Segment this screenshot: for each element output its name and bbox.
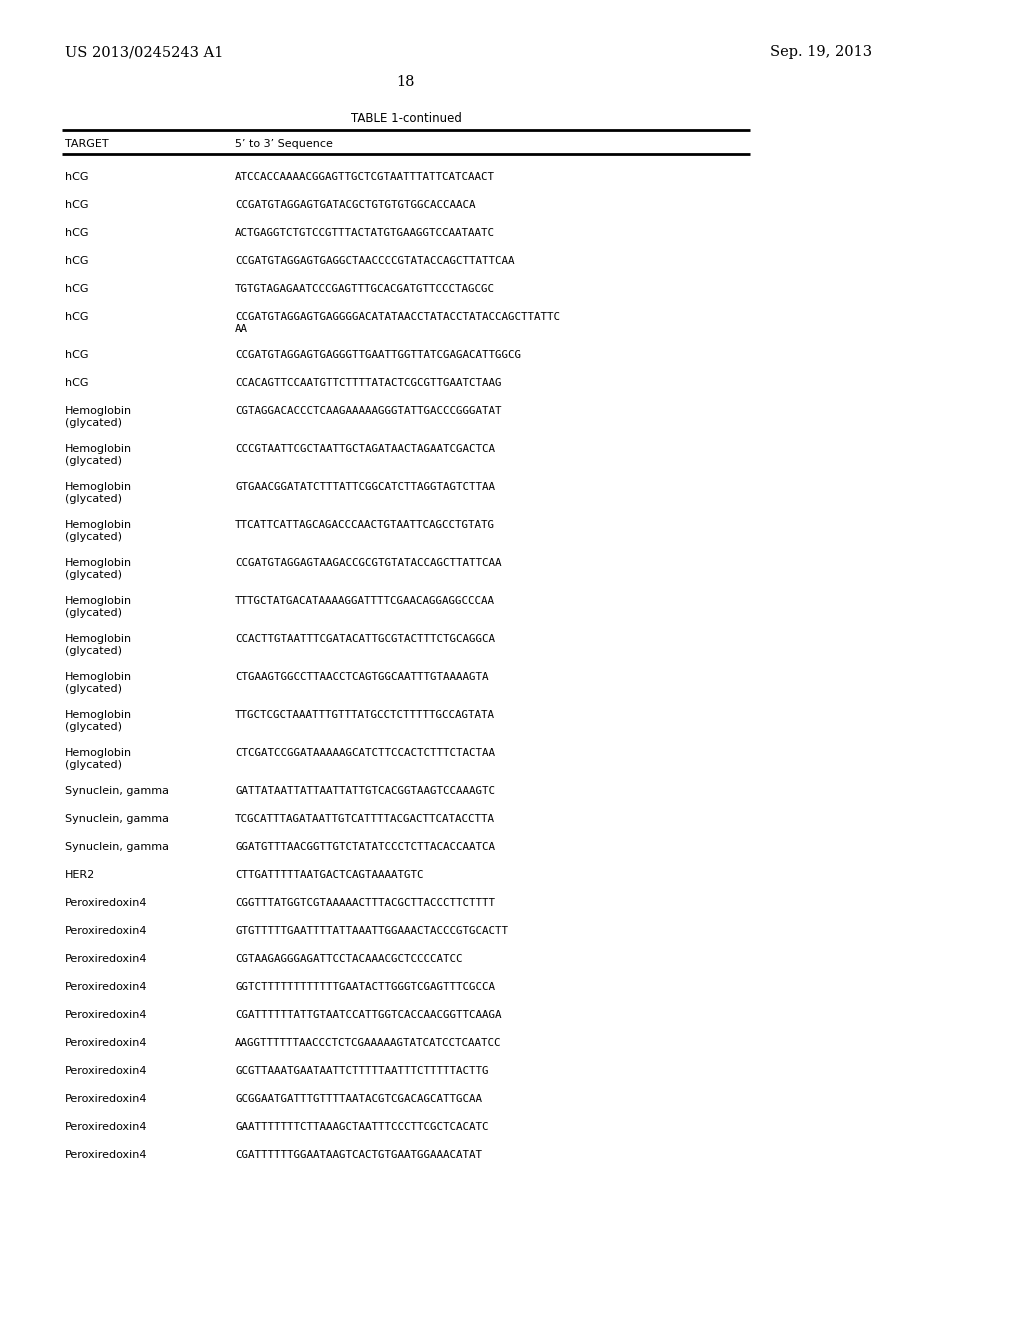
Text: TABLE 1-continued: TABLE 1-continued [350, 111, 462, 124]
Text: GTGTTTTTGAATTTTATTAAATTGGAAACTACCCGTGCACTT: GTGTTTTTGAATTTTATTAAATTGGAAACTACCCGTGCAC… [234, 927, 508, 936]
Text: Hemoglobin: Hemoglobin [65, 634, 132, 644]
Text: (glycated): (glycated) [65, 684, 122, 694]
Text: Synuclein, gamma: Synuclein, gamma [65, 842, 169, 851]
Text: CGATTTTTTGGAATAAGTCACTGTGAATGGAAACATAT: CGATTTTTTGGAATAAGTCACTGTGAATGGAAACATAT [234, 1150, 482, 1160]
Text: (glycated): (glycated) [65, 455, 122, 466]
Text: Hemoglobin: Hemoglobin [65, 482, 132, 492]
Text: CTTGATTTTTAATGACTCAGTAAAATGTC: CTTGATTTTTAATGACTCAGTAAAATGTC [234, 870, 424, 880]
Text: CCGATGTAGGAGTGATACGCTGTGTGTGGCACCAACA: CCGATGTAGGAGTGATACGCTGTGTGTGGCACCAACA [234, 201, 475, 210]
Text: (glycated): (glycated) [65, 645, 122, 656]
Text: AA: AA [234, 323, 248, 334]
Text: Hemoglobin: Hemoglobin [65, 407, 132, 416]
Text: HER2: HER2 [65, 870, 95, 880]
Text: CGTAAGAGGGAGATTCCTACAAACGCTCCCCATCC: CGTAAGAGGGAGATTCCTACAAACGCTCCCCATCC [234, 954, 463, 964]
Text: GGTCTTTTTTTTTTTTGAATACTTGGGTCGAGTTTCGCCA: GGTCTTTTTTTTTTTTGAATACTTGGGTCGAGTTTCGCCA [234, 982, 495, 993]
Text: GAATTTTTTTCTTAAAGCTAATTTCCCTTCGCTCACATC: GAATTTTTTTCTTAAAGCTAATTTCCCTTCGCTCACATC [234, 1122, 488, 1133]
Text: Peroxiredoxin4: Peroxiredoxin4 [65, 1038, 147, 1048]
Text: Peroxiredoxin4: Peroxiredoxin4 [65, 982, 147, 993]
Text: TTCATTCATTAGCAGACCCAACTGTAATTCAGCCTGTATG: TTCATTCATTAGCAGACCCAACTGTAATTCAGCCTGTATG [234, 520, 495, 531]
Text: GATTATAATTATTAATTATTGTCACGGTAAGTCCAAAGTC: GATTATAATTATTAATTATTGTCACGGTAAGTCCAAAGTC [234, 785, 495, 796]
Text: Peroxiredoxin4: Peroxiredoxin4 [65, 1122, 147, 1133]
Text: hCG: hCG [65, 201, 88, 210]
Text: Peroxiredoxin4: Peroxiredoxin4 [65, 1067, 147, 1076]
Text: GGATGTTTAACGGTTGTCTATATCCCTCTTACACCAATCA: GGATGTTTAACGGTTGTCTATATCCCTCTTACACCAATCA [234, 842, 495, 851]
Text: ATCCACCAAAACGGAGTTGCTCGTAATTTATTCATCAACT: ATCCACCAAAACGGAGTTGCTCGTAATTTATTCATCAACT [234, 172, 495, 182]
Text: US 2013/0245243 A1: US 2013/0245243 A1 [65, 45, 223, 59]
Text: (glycated): (glycated) [65, 570, 122, 579]
Text: CGGTTTATGGTCGTAAAAACTTTACGCTTACCCTTCTTTT: CGGTTTATGGTCGTAAAAACTTTACGCTTACCCTTCTTTT [234, 898, 495, 908]
Text: TGTGTAGAGAATCCCGAGTTTGCACGATGTTCCCTAGCGC: TGTGTAGAGAATCCCGAGTTTGCACGATGTTCCCTAGCGC [234, 284, 495, 294]
Text: GCGTTAAATGAATAATTCTTTTTAATTTCTTTTTACTTG: GCGTTAAATGAATAATTCTTTTTAATTTCTTTTTACTTG [234, 1067, 488, 1076]
Text: CCCGTAATTCGCTAATTGCTAGATAACTAGAATCGACTCA: CCCGTAATTCGCTAATTGCTAGATAACTAGAATCGACTCA [234, 444, 495, 454]
Text: (glycated): (glycated) [65, 532, 122, 543]
Text: Peroxiredoxin4: Peroxiredoxin4 [65, 898, 147, 908]
Text: GCGGAATGATTTGTTTTAATACGTCGACAGCATTGCAA: GCGGAATGATTTGTTTTAATACGTCGACAGCATTGCAA [234, 1094, 482, 1104]
Text: Peroxiredoxin4: Peroxiredoxin4 [65, 954, 147, 964]
Text: hCG: hCG [65, 228, 88, 238]
Text: Peroxiredoxin4: Peroxiredoxin4 [65, 927, 147, 936]
Text: CGTAGGACACCCTCAAGAAAAAGGGTATTGACCCGGGATAT: CGTAGGACACCCTCAAGAAAAAGGGTATTGACCCGGGATA… [234, 407, 502, 416]
Text: Hemoglobin: Hemoglobin [65, 672, 132, 682]
Text: (glycated): (glycated) [65, 760, 122, 770]
Text: Hemoglobin: Hemoglobin [65, 748, 132, 758]
Text: Hemoglobin: Hemoglobin [65, 558, 132, 568]
Text: CCGATGTAGGAGTGAGGGTTGAATTGGTTATCGAGACATTGGCG: CCGATGTAGGAGTGAGGGTTGAATTGGTTATCGAGACATT… [234, 350, 521, 360]
Text: hCG: hCG [65, 256, 88, 267]
Text: TARGET: TARGET [65, 139, 109, 149]
Text: (glycated): (glycated) [65, 722, 122, 733]
Text: CCGATGTAGGAGTGAGGGGACATATAACCTATACCTATACCAGCTTATTC: CCGATGTAGGAGTGAGGGGACATATAACCTATACCTATAC… [234, 312, 560, 322]
Text: Synuclein, gamma: Synuclein, gamma [65, 814, 169, 824]
Text: GTGAACGGATATCTTTATTCGGCATCTTAGGTAGTCTTAA: GTGAACGGATATCTTTATTCGGCATCTTAGGTAGTCTTAA [234, 482, 495, 492]
Text: TCGCATTTAGATAATTGTCATTTTACGACTTCATACCTTA: TCGCATTTAGATAATTGTCATTTTACGACTTCATACCTTA [234, 814, 495, 824]
Text: TTGCTCGCTAAATTTGTTTATGCCTCTTTTTGCCAGTATA: TTGCTCGCTAAATTTGTTTATGCCTCTTTTTGCCAGTATA [234, 710, 495, 719]
Text: Peroxiredoxin4: Peroxiredoxin4 [65, 1010, 147, 1020]
Text: Hemoglobin: Hemoglobin [65, 710, 132, 719]
Text: CCACAGTTCCAATGTTCTTTTATACTCGCGTTGAATCTAAG: CCACAGTTCCAATGTTCTTTTATACTCGCGTTGAATCTAA… [234, 378, 502, 388]
Text: hCG: hCG [65, 312, 88, 322]
Text: CTCGATCCGGATAAAAAGCATCTTCCACTCTTTCTACTAA: CTCGATCCGGATAAAAAGCATCTTCCACTCTTTCTACTAA [234, 748, 495, 758]
Text: Sep. 19, 2013: Sep. 19, 2013 [770, 45, 872, 59]
Text: (glycated): (glycated) [65, 418, 122, 428]
Text: Synuclein, gamma: Synuclein, gamma [65, 785, 169, 796]
Text: Hemoglobin: Hemoglobin [65, 520, 132, 531]
Text: hCG: hCG [65, 284, 88, 294]
Text: hCG: hCG [65, 378, 88, 388]
Text: Peroxiredoxin4: Peroxiredoxin4 [65, 1150, 147, 1160]
Text: CCGATGTAGGAGTAAGACCGCGTGTATACCAGCTTATTCAA: CCGATGTAGGAGTAAGACCGCGTGTATACCAGCTTATTCA… [234, 558, 502, 568]
Text: ACTGAGGTCTGTCCGTTTACTATGTGAAGGTCCAATAATC: ACTGAGGTCTGTCCGTTTACTATGTGAAGGTCCAATAATC [234, 228, 495, 238]
Text: Peroxiredoxin4: Peroxiredoxin4 [65, 1094, 147, 1104]
Text: (glycated): (glycated) [65, 494, 122, 504]
Text: 18: 18 [396, 75, 416, 88]
Text: hCG: hCG [65, 350, 88, 360]
Text: AAGGTTTTTTAACCCTCTCGAAAAAGTATCATCCTCAATCC: AAGGTTTTTTAACCCTCTCGAAAAAGTATCATCCTCAATC… [234, 1038, 502, 1048]
Text: Hemoglobin: Hemoglobin [65, 597, 132, 606]
Text: 5’ to 3’ Sequence: 5’ to 3’ Sequence [234, 139, 333, 149]
Text: TTTGCTATGACATAAAAGGATTTTCGAACAGGAGGCCCAA: TTTGCTATGACATAAAAGGATTTTCGAACAGGAGGCCCAA [234, 597, 495, 606]
Text: (glycated): (glycated) [65, 609, 122, 618]
Text: CCGATGTAGGAGTGAGGCTAACCCCGTATACCAGCTTATTCAA: CCGATGTAGGAGTGAGGCTAACCCCGTATACCAGCTTATT… [234, 256, 514, 267]
Text: hCG: hCG [65, 172, 88, 182]
Text: CTGAAGTGGCCTTAACCTCAGTGGCAATTTGTAAAAGTA: CTGAAGTGGCCTTAACCTCAGTGGCAATTTGTAAAAGTA [234, 672, 488, 682]
Text: CGATTTTTTATTGTAATCCATTGGTCACCAACGGTTCAAGA: CGATTTTTTATTGTAATCCATTGGTCACCAACGGTTCAAG… [234, 1010, 502, 1020]
Text: Hemoglobin: Hemoglobin [65, 444, 132, 454]
Text: CCACTTGTAATTTCGATACATTGCGTACTTTCTGCAGGCA: CCACTTGTAATTTCGATACATTGCGTACTTTCTGCAGGCA [234, 634, 495, 644]
